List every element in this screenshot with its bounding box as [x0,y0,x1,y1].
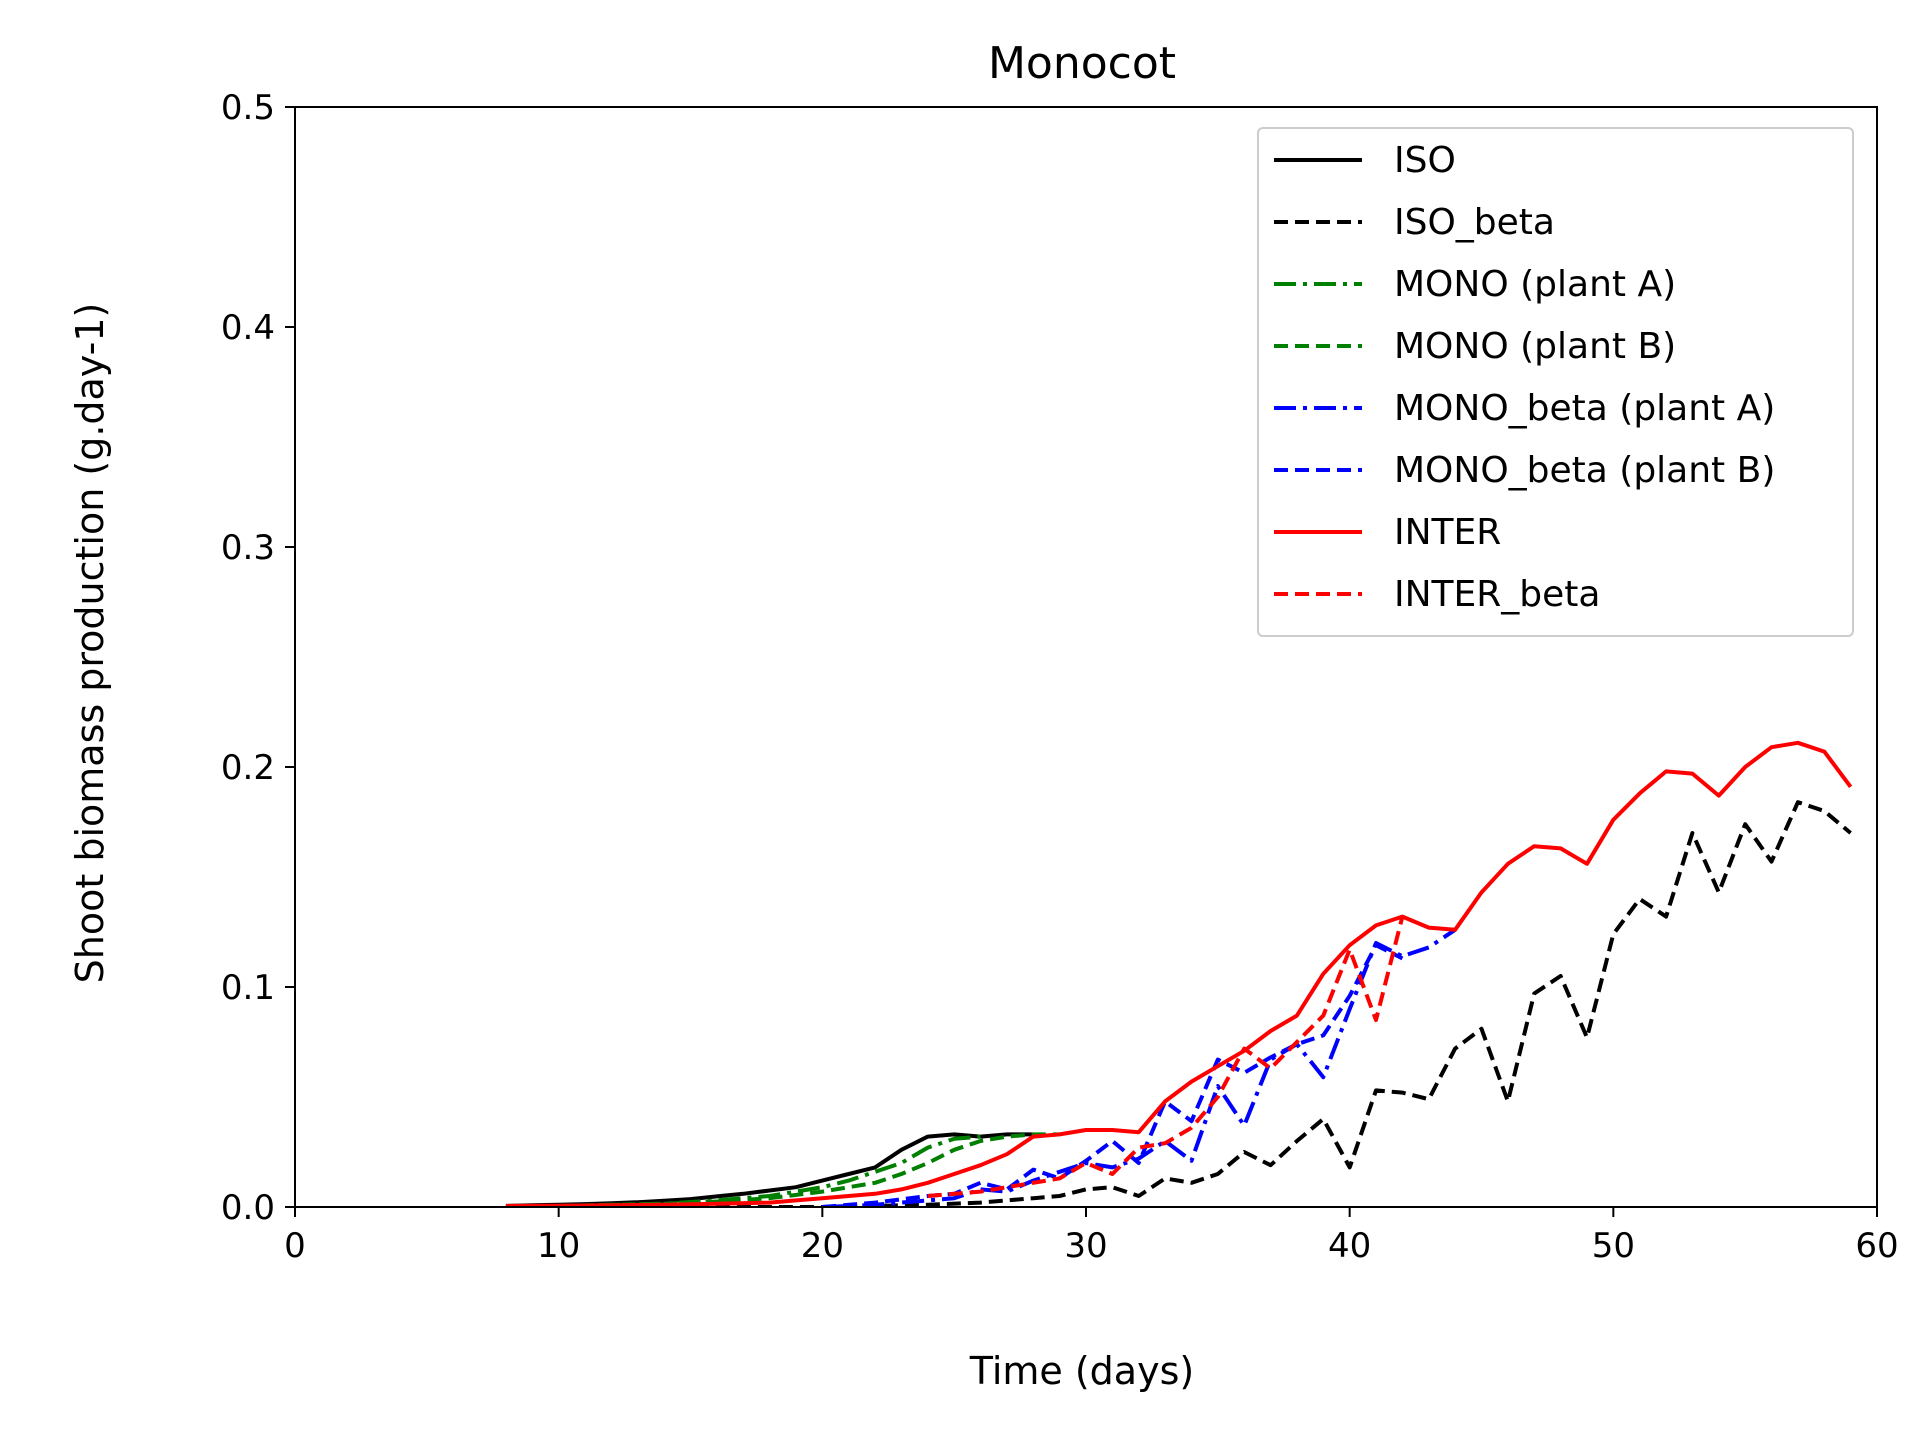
legend-label: ISO_beta [1394,202,1555,243]
y-tick-label: 0.1 [221,968,275,1008]
x-tick-label: 50 [1592,1226,1635,1266]
legend-box [1257,127,1854,637]
x-tick-label: 30 [1064,1226,1107,1266]
series-line-mono-beta-plant-b [822,943,1404,1207]
y-tick-label: 0.0 [221,1188,275,1228]
x-tick-label: 10 [537,1226,580,1266]
x-tick-label: 60 [1855,1226,1898,1266]
y-tick-label: 0.2 [221,748,275,788]
series-line-mono-plant-b [558,1132,1060,1207]
x-tick-label: 20 [801,1226,844,1266]
legend-label: INTER_beta [1394,574,1600,615]
y-axis-label: Shoot biomass production (g.day-1) [68,303,112,984]
x-axis-label: Time (days) [969,1349,1194,1393]
y-tick-label: 0.4 [221,308,275,348]
legend: ISO ISO_beta MONO (plant A) MONO (plant B) M… [1257,127,1854,637]
legend-label: MONO_beta (plant B) [1394,450,1775,491]
x-tick-label: 40 [1328,1226,1371,1266]
legend-label: ISO [1394,140,1456,181]
y-tick-label: 0.3 [221,528,275,568]
legend-label: MONO (plant B) [1394,326,1676,367]
legend-label: MONO_beta (plant A) [1394,388,1775,429]
series-layer [505,740,1853,1207]
x-tick-label: 0 [284,1226,306,1266]
axes-ticks: 0 10 20 30 40 50 60 0.0 0.1 0.2 0.3 0.4 0.5 [221,88,1899,1266]
legend-label: INTER [1394,512,1501,553]
legend-label: MONO (plant A) [1394,264,1676,305]
chart-title: Monocot [988,38,1176,89]
y-tick-label: 0.5 [221,88,275,128]
